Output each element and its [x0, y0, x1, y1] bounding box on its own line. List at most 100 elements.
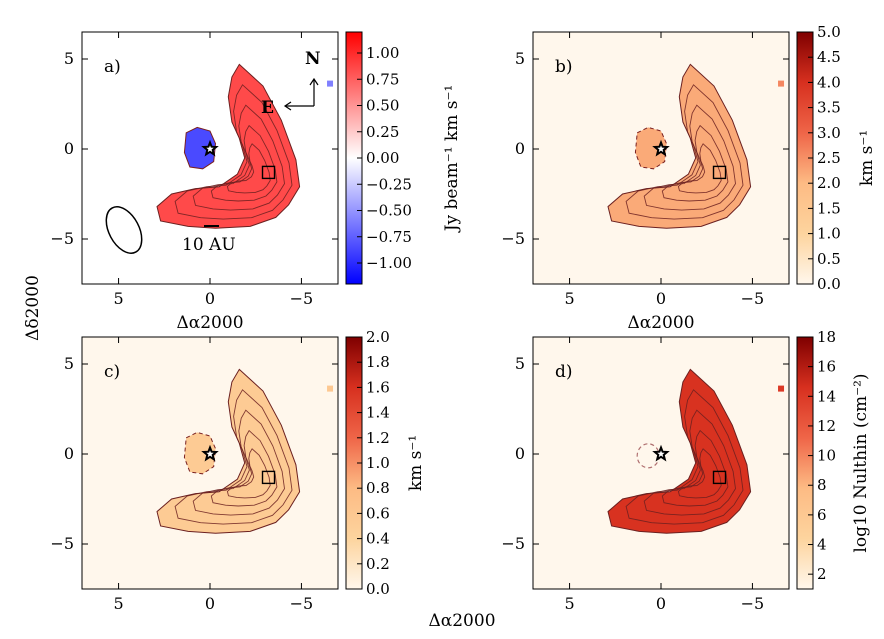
panel-label: b) [555, 57, 573, 77]
colorbar-tick-label: 2.0 [817, 174, 841, 192]
y-tick-label: 5 [515, 49, 525, 68]
east-label: E [261, 98, 274, 118]
panel-label: c) [104, 362, 120, 382]
colorbar-tick-label: 0.8 [366, 479, 390, 497]
colorbar-label: log10 Nulthin (cm⁻²) [851, 373, 871, 552]
y-tick-label: 0 [515, 444, 525, 463]
x-tick-label: −5 [741, 594, 765, 613]
colorbar-tick-label: 3.5 [817, 99, 841, 117]
emission-speck [778, 80, 785, 87]
contour-line [677, 448, 722, 499]
contour-line [625, 389, 744, 525]
colorbar-tick-label: 4.5 [817, 48, 841, 66]
contour-line [643, 104, 736, 211]
square-marker [261, 470, 276, 485]
colorbar-tick-label: 18 [817, 328, 836, 346]
colorbar-tick-label: 5.0 [817, 23, 841, 41]
beam-ellipse [105, 206, 143, 254]
star-marker [201, 139, 219, 157]
colorbar-tick-label: 1.00 [366, 44, 399, 62]
colorbar-tick-label: 0.75 [366, 70, 399, 88]
x-tick-label: 5 [564, 594, 574, 613]
x-tick-label: −5 [741, 289, 765, 308]
emission-region-blob [634, 126, 668, 170]
colorbar-tick-label: 6 [817, 506, 827, 524]
panel-label: a) [104, 57, 121, 77]
contour-line [192, 104, 285, 211]
x-tick-label: 0 [205, 289, 215, 308]
contour-line [661, 124, 729, 202]
colorbar-tick-label: 0.00 [366, 149, 399, 167]
colorbar-tick-label: 1.0 [817, 225, 841, 243]
colorbar-tick-label: 3.0 [817, 124, 841, 142]
y-tick-label: −5 [501, 534, 525, 553]
colorbar-tick-label: 16 [817, 358, 836, 376]
colorbar-tick-label: 0.2 [366, 555, 390, 573]
colorbar-tick-label: 12 [817, 417, 836, 435]
colorbar-tick-label: 1.8 [366, 353, 390, 371]
contour-line [625, 84, 744, 220]
colorbar-tick-label: 2 [817, 565, 827, 583]
shared-x-axis-label: Δα2000 [428, 611, 495, 631]
colorbar-tick-label: 8 [817, 476, 827, 494]
colorbar [796, 336, 814, 590]
y-tick-label: 0 [64, 139, 74, 158]
emission-speck [327, 385, 334, 392]
colorbar-tick-label: 0.50 [366, 97, 399, 115]
contour-line [661, 429, 729, 507]
x-axis-label: Δα2000 [627, 313, 694, 333]
panel-d: 5 0 −5 5 0 −5 d) 18 16 14 12 10 8 6 4 2 log10 Nulthi… [501, 328, 871, 613]
y-tick-label: −5 [501, 229, 525, 248]
colorbar-tick-label: 4.0 [817, 73, 841, 91]
square-marker [261, 165, 276, 180]
colorbar-tick-label: 4 [817, 536, 827, 554]
panel-c: 5 0 −5 5 0 −5 c) 2.0 1.8 1.6 1.4 1.2 1.0 0.8 0.6 0.4… [50, 328, 426, 613]
star-marker [201, 444, 219, 462]
x-tick-label: 5 [113, 594, 123, 613]
contour-line [226, 448, 271, 499]
colorbar-tick-label: −0.75 [366, 228, 412, 246]
colorbar-tick-label: 0.5 [817, 250, 841, 268]
contour-line [643, 409, 736, 516]
contour-line [226, 143, 271, 194]
x-tick-label: 0 [656, 594, 666, 613]
y-tick-label: 5 [64, 49, 74, 68]
colorbar-tick-label: 2.5 [817, 149, 841, 167]
contour-line [174, 84, 293, 220]
colorbar-tick-label: 1.5 [817, 199, 841, 217]
contour-line [174, 389, 293, 525]
x-tick-label: 5 [564, 289, 574, 308]
y-tick-label: −5 [50, 534, 74, 553]
colorbar-tick-label: −0.50 [366, 202, 412, 220]
y-tick-label: −5 [50, 229, 74, 248]
colorbar-tick-label: 1.6 [366, 378, 390, 396]
colorbar-tick-label: 0.25 [366, 123, 399, 141]
colorbar-tick-label: 1.4 [366, 404, 390, 422]
emission-speck [327, 80, 334, 87]
x-tick-label: −5 [290, 594, 314, 613]
scale-bar-label: 10 AU [182, 235, 236, 255]
x-axis-label: Δα2000 [176, 313, 243, 333]
emission-region-blob [183, 126, 217, 170]
square-marker [712, 470, 727, 485]
colorbar-label: km s⁻¹ [406, 435, 426, 491]
colorbar-tick-label: 0.6 [366, 504, 390, 522]
contour-line [677, 143, 722, 194]
x-tick-label: −5 [290, 289, 314, 308]
colorbar-tick-label: −0.25 [366, 175, 412, 193]
star-marker [652, 444, 670, 462]
contour-line [192, 409, 285, 516]
colorbar-tick-label: 10 [817, 447, 836, 465]
contour-line [210, 124, 278, 202]
x-tick-label: 5 [113, 289, 123, 308]
colorbar-tick-label: 1.0 [366, 454, 390, 472]
colorbar-tick-label: −1.00 [366, 254, 412, 272]
square-marker [712, 165, 727, 180]
colorbar-tick-label: 0.4 [366, 530, 390, 548]
colorbar-tick-label: 0.0 [817, 275, 841, 293]
emission-speck [778, 385, 785, 392]
colorbar-label: Jy beam⁻¹ km s⁻¹ [442, 85, 462, 234]
x-tick-label: 0 [205, 594, 215, 613]
y-tick-label: 0 [515, 139, 525, 158]
